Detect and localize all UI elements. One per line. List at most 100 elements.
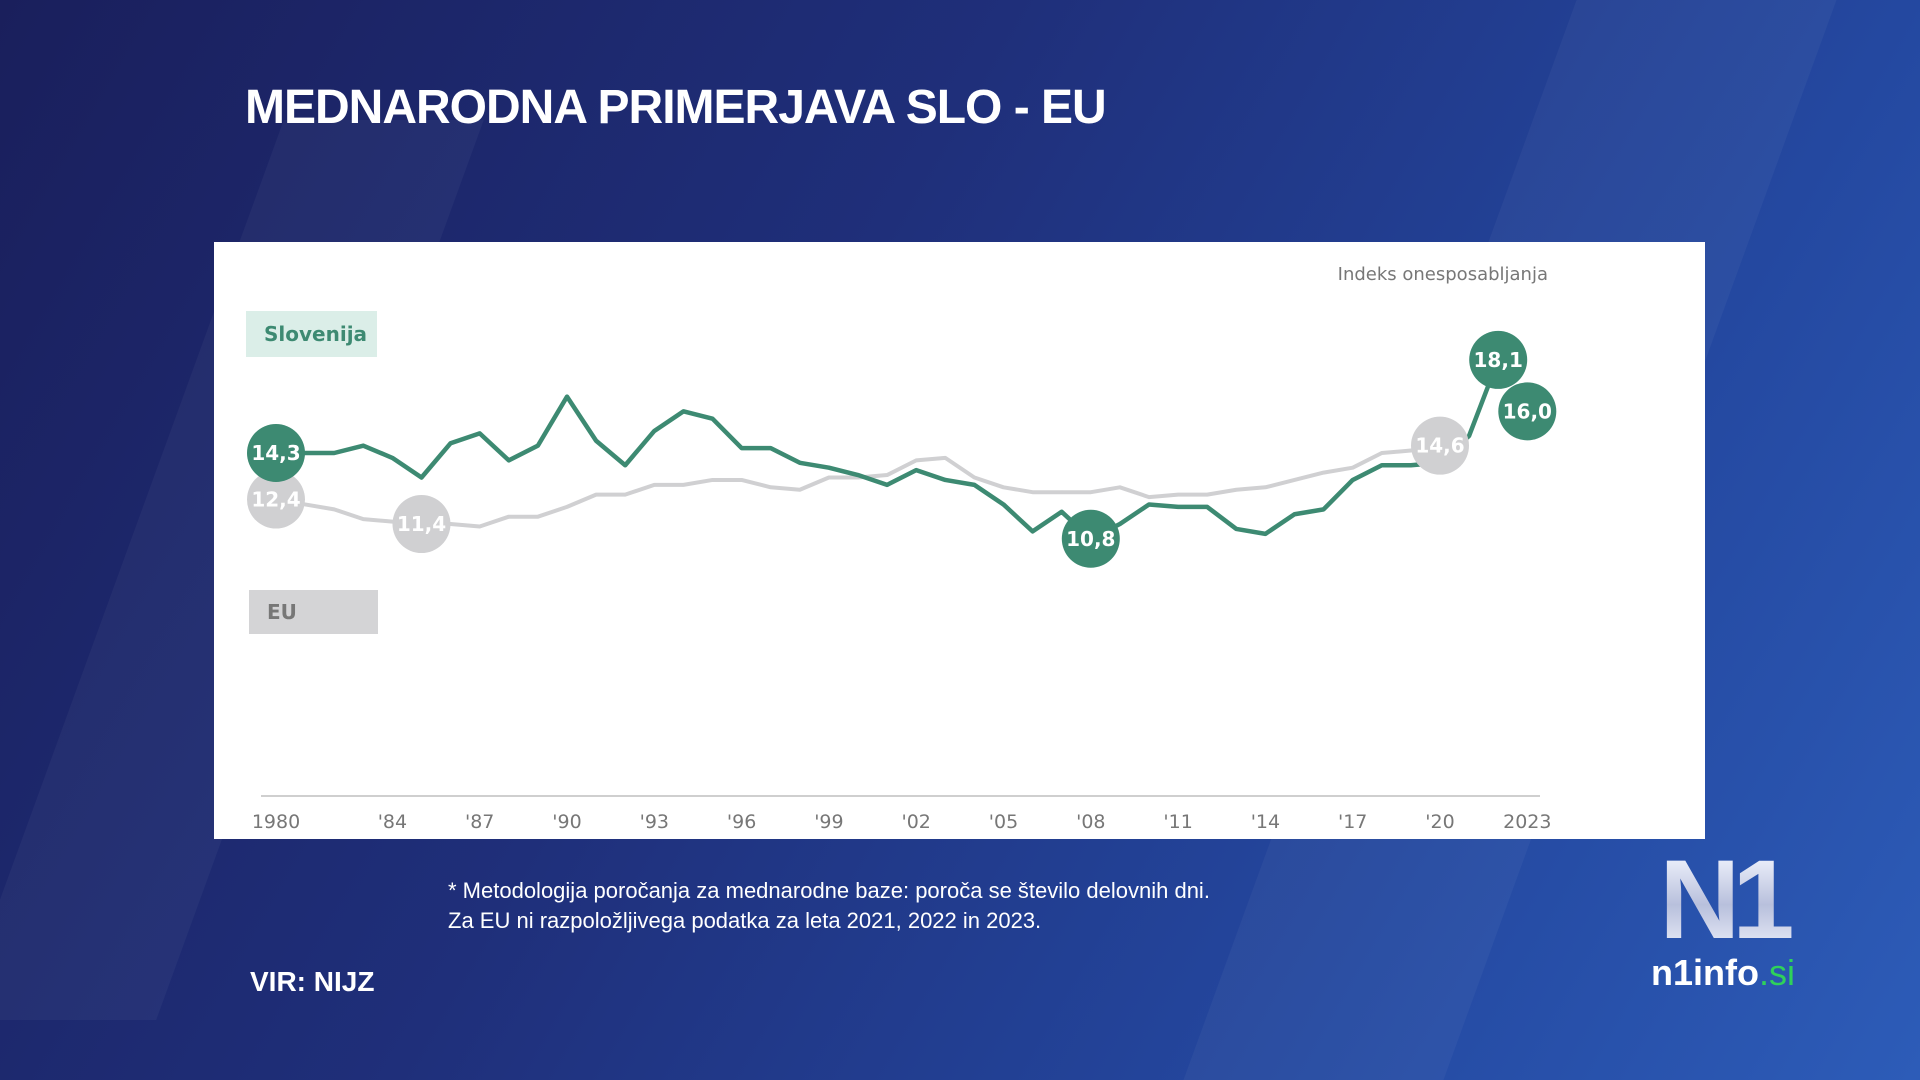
data-point <box>623 493 627 497</box>
x-tick-label: '17 <box>1338 811 1367 833</box>
x-tick-label: '96 <box>727 811 756 833</box>
x-tick-label: '05 <box>989 811 1018 833</box>
x-tick-label: '08 <box>1076 811 1105 833</box>
data-point <box>1147 502 1151 506</box>
data-label: 18,1 <box>1474 348 1523 372</box>
data-point <box>507 515 511 519</box>
data-label-bubble <box>1498 382 1557 441</box>
data-point <box>798 488 802 492</box>
data-point <box>1205 505 1209 509</box>
x-tick-label: '02 <box>901 811 930 833</box>
logo-mark: N1 <box>1638 844 1808 956</box>
x-tick-label: '20 <box>1425 811 1454 833</box>
data-label-bubble <box>247 470 305 529</box>
x-tick-label: '11 <box>1163 811 1192 833</box>
data-point <box>740 446 744 450</box>
x-tick-label: '93 <box>640 811 669 833</box>
x-tick-label: '99 <box>814 811 843 833</box>
data-label-bubble <box>1411 416 1469 475</box>
x-tick-label: '84 <box>378 811 407 833</box>
line-chart: 1980 '84 '87 '90 '93 '96 '99 '02 '05 '08 '11 '14 '17… <box>247 330 1557 833</box>
data-point <box>390 456 394 460</box>
data-point <box>1380 463 1384 467</box>
x-tick-label: '14 <box>1251 811 1280 833</box>
data-point <box>856 473 860 477</box>
data-label: 10,8 <box>1066 527 1115 551</box>
data-label-bubble <box>247 424 305 482</box>
data-point <box>1031 490 1035 494</box>
data-point <box>1293 478 1296 482</box>
data-label: 11,4 <box>397 512 446 536</box>
data-point <box>972 483 976 487</box>
data-label: 14,3 <box>251 441 300 465</box>
y-axis-label: Indeks onesposabljanja <box>1337 264 1548 285</box>
data-label: 14,6 <box>1415 434 1464 458</box>
data-point <box>361 444 365 448</box>
data-point <box>1234 488 1238 492</box>
data-point <box>711 417 714 421</box>
data-point <box>1380 451 1384 455</box>
data-point <box>1002 502 1005 506</box>
data-point <box>943 456 947 460</box>
data-point <box>798 461 802 465</box>
data-label-bubble <box>1469 330 1528 389</box>
data-point <box>1147 495 1151 499</box>
data-point <box>652 483 656 487</box>
data-point <box>827 476 831 479</box>
data-point <box>972 476 976 479</box>
data-point <box>1263 485 1267 489</box>
data-point <box>681 483 685 487</box>
logo-name: n1info <box>1651 952 1759 993</box>
data-point <box>594 439 598 443</box>
data-point <box>1205 493 1209 497</box>
data-point <box>885 483 889 487</box>
legend-slovenija: Slovenija <box>246 311 377 357</box>
x-tick-label: 1980 <box>252 811 300 833</box>
data-point <box>1351 466 1355 470</box>
data-point <box>1351 478 1355 482</box>
data-point <box>1118 522 1122 526</box>
data-point <box>1089 490 1093 494</box>
data-label: 12,4 <box>251 488 300 512</box>
data-point <box>594 493 598 497</box>
legend-eu: EU <box>249 590 378 634</box>
data-label: 16,0 <box>1503 399 1552 423</box>
data-label-bubble <box>1061 509 1120 568</box>
n1-logo: N1 n1info.si <box>1638 844 1808 994</box>
data-point <box>711 478 714 482</box>
data-point <box>1467 434 1471 438</box>
data-point <box>769 446 773 450</box>
data-point <box>885 473 889 477</box>
x-tick-label: '87 <box>465 811 494 833</box>
footnote-line-1: * Metodologija poročanja za mednarodne b… <box>448 878 1210 903</box>
x-tick-label: '90 <box>552 811 581 833</box>
page-title: MEDNARODNA PRIMERJAVA SLO - EU <box>245 81 1107 134</box>
data-point <box>1031 529 1035 533</box>
data-point <box>1060 490 1064 494</box>
logo-text: n1info.si <box>1638 952 1808 994</box>
footnote-line-2: Za EU ni razpoložljivega podatka za leta… <box>448 908 1042 933</box>
x-tick-label: 2023 <box>1503 811 1551 833</box>
data-point <box>769 485 773 489</box>
data-point <box>536 444 540 448</box>
data-point <box>565 395 569 399</box>
chart-panel: 1980 '84 '87 '90 '93 '96 '99 '02 '05 '08 '11 '14 '17… <box>214 242 1705 839</box>
data-point <box>361 517 365 521</box>
data-point <box>1176 505 1180 509</box>
data-point <box>478 525 482 528</box>
data-point <box>827 466 831 470</box>
data-label-bubble <box>392 495 451 554</box>
data-point <box>565 505 569 509</box>
data-point <box>623 463 627 467</box>
data-point <box>536 515 540 519</box>
data-point <box>1322 471 1326 475</box>
data-point <box>914 468 918 472</box>
data-point <box>1234 527 1238 531</box>
footnote: * Metodologija poročanja za mednarodne b… <box>448 876 1210 936</box>
data-point <box>1060 510 1064 514</box>
data-point <box>914 458 918 462</box>
data-point <box>1322 507 1326 511</box>
data-point <box>1263 532 1267 536</box>
data-point <box>478 431 482 435</box>
data-point <box>332 507 336 511</box>
